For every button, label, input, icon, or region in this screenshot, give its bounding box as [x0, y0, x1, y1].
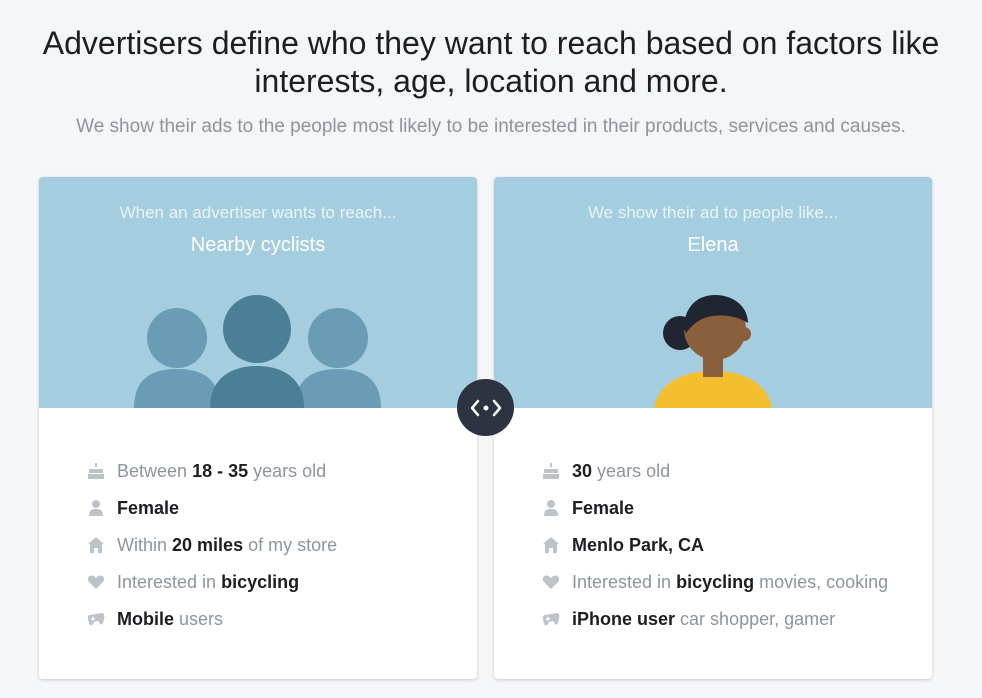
- person-card-kicker: We show their ad to people like...: [587, 203, 839, 222]
- person-card-banner: We show their ad to people like... Elena: [494, 177, 932, 408]
- list-item: Menlo Park, CA: [542, 527, 888, 564]
- audience-card: When an advertiser wants to reach... Nea…: [39, 177, 477, 679]
- cake-icon: [542, 462, 572, 482]
- group-of-people-illustration: [134, 295, 381, 408]
- audience-facts-list: Between 18 - 35 years old Female Within …: [87, 453, 337, 638]
- person-card-title: Elena: [687, 234, 739, 256]
- list-item: iPhone user car shopper, gamer: [542, 601, 888, 638]
- elena-avatar-illustration: [654, 295, 772, 408]
- heart-icon: [542, 573, 572, 593]
- compare-arrows-icon: [470, 399, 501, 416]
- person-facts-list: 30 years old Female Menlo Park, CA Inter…: [542, 453, 888, 638]
- compare-button[interactable]: [457, 379, 514, 436]
- list-item: Interested in bicycling: [87, 564, 337, 601]
- home-icon: [542, 536, 572, 556]
- list-item: 30 years old: [542, 453, 888, 490]
- list-item: Female: [542, 490, 888, 527]
- list-item: Mobile users: [87, 601, 337, 638]
- list-item: Female: [87, 490, 337, 527]
- audience-card-banner: When an advertiser wants to reach... Nea…: [39, 177, 477, 408]
- heart-icon: [87, 573, 117, 593]
- audience-card-kicker: When an advertiser wants to reach...: [119, 203, 397, 222]
- cake-icon: [87, 462, 117, 482]
- gamepad-icon: [87, 610, 117, 630]
- person-icon: [87, 499, 117, 519]
- list-item: Interested in bicycling movies, cooking: [542, 564, 888, 601]
- person-card: We show their ad to people like... Elena…: [494, 177, 932, 679]
- page-subtitle: We show their ads to the people most lik…: [76, 116, 906, 137]
- gamepad-icon: [542, 610, 572, 630]
- list-item: Between 18 - 35 years old: [87, 453, 337, 490]
- home-icon: [87, 536, 117, 556]
- audience-card-title: Nearby cyclists: [190, 234, 326, 256]
- person-icon: [542, 499, 572, 519]
- list-item: Within 20 miles of my store: [87, 527, 337, 564]
- page-title: Advertisers define who they want to reac…: [42, 25, 940, 99]
